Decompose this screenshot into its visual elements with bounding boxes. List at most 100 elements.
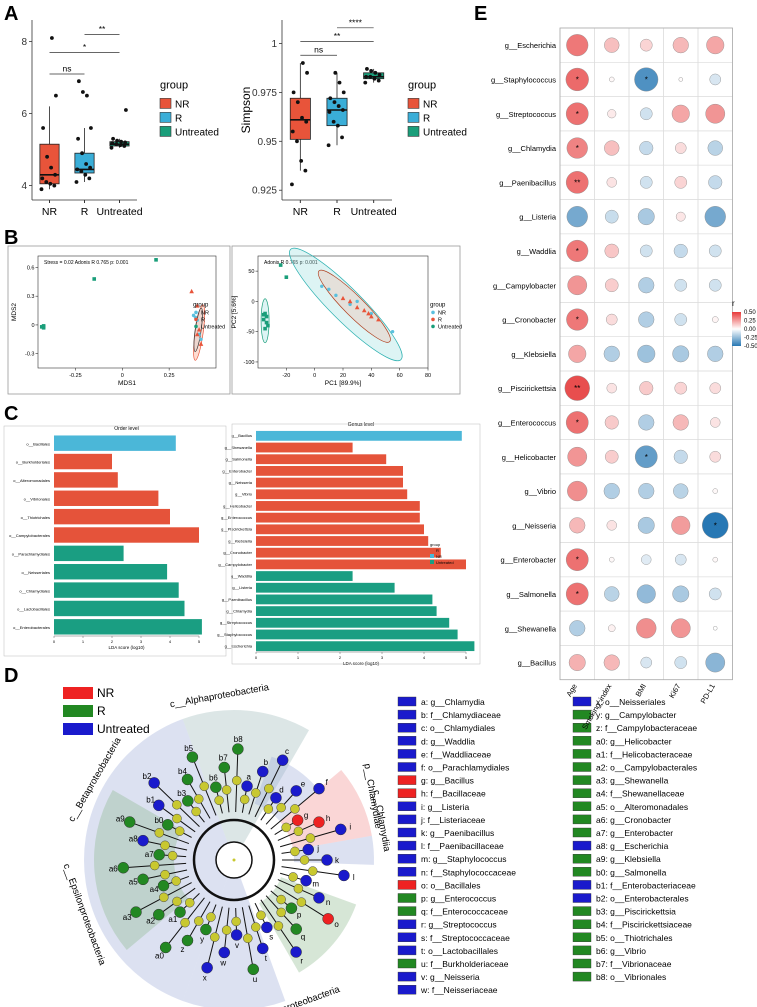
- corr-circle: [609, 76, 615, 83]
- taxon-label: b: f__Chlamydiaceae: [421, 710, 501, 720]
- data-point: [115, 138, 119, 143]
- y-tick-label: 0.6: [27, 265, 35, 271]
- tree-node: [290, 846, 300, 857]
- data-point: [340, 135, 344, 140]
- legend-marker-R: [194, 317, 198, 322]
- group-legend-swatch-R: [63, 705, 93, 717]
- taxon-swatch: [397, 827, 417, 838]
- lda-bar-label: g__Klebsiella: [228, 538, 253, 543]
- signif-star: *: [576, 316, 579, 325]
- tree-node-a5: [137, 873, 149, 886]
- corr-circle: [639, 244, 653, 258]
- corr-circle: [671, 515, 691, 535]
- taxon-label: f: o__Parachlamydiales: [421, 763, 509, 773]
- tree-node-j: [302, 843, 315, 856]
- x-axis-label: PC1 [89.9%]: [325, 380, 362, 387]
- data-point: [110, 141, 115, 146]
- tree-node-y: [200, 923, 212, 936]
- tree-node: [171, 876, 181, 886]
- x-tick-label: 5: [465, 655, 468, 660]
- branch-letter: b2: [143, 772, 152, 781]
- lda-bar-o__Alteromonadales: [54, 472, 118, 488]
- lda-bar-label: g__Streptococcus: [220, 620, 252, 625]
- y-axis-label: Shannon: [0, 86, 3, 134]
- tree-node: [206, 912, 216, 922]
- y-tick-label: -0.3: [25, 352, 34, 358]
- tree-node: [194, 794, 204, 804]
- taxon-label: n: f__Staphylococcaceae: [421, 867, 516, 877]
- y-tick-label: 1: [271, 39, 277, 50]
- tree-node: [159, 892, 169, 903]
- signif-star: *: [645, 75, 648, 84]
- lda-bar-label: g__Shewanella: [225, 445, 253, 450]
- data-point: [290, 129, 295, 134]
- tree-node-r: [290, 946, 302, 958]
- corr-circle: [705, 103, 726, 124]
- tree-node-b0: [162, 819, 174, 831]
- data-point: [333, 70, 338, 75]
- data-point: [340, 108, 345, 112]
- lda-bar-label: o__Lactobacillales: [17, 607, 50, 612]
- branch-letter: b0: [154, 816, 163, 825]
- data-point: [41, 126, 45, 130]
- tree-node-k: [321, 854, 333, 866]
- taxon-label: x: o__Neisseriales: [596, 697, 665, 707]
- legend-marker-Untreated: [194, 324, 198, 329]
- legend-marker-R: [431, 317, 435, 322]
- tree-node: [296, 897, 307, 907]
- tree-node-s: [261, 921, 273, 934]
- taxon-label: a: g__Chlamydia: [421, 697, 485, 707]
- row-label: g__Vibrio: [524, 487, 556, 496]
- taxon-label: v: g__Neisseria: [421, 972, 480, 982]
- lda-bar-label: g__Listeria: [232, 585, 252, 590]
- lda-bar-label: g__Cronobacter: [223, 550, 252, 555]
- tree-node: [232, 775, 242, 786]
- corr-circle: [604, 37, 620, 53]
- x-tick-label: 4: [423, 655, 426, 660]
- lda-bar-g__Neisseria: [256, 477, 403, 488]
- lda-bar-g__Enterobacter: [256, 465, 403, 476]
- tree-node: [281, 822, 291, 833]
- y-tick-label: 0: [251, 299, 254, 305]
- corr-circle: [709, 451, 721, 463]
- legend-label: R: [201, 317, 205, 323]
- data-point: [295, 139, 299, 144]
- heatmap-frame: [559, 27, 733, 681]
- legend-label: Untreated: [436, 560, 454, 565]
- lda-bar-g__Salmonella: [256, 454, 387, 465]
- branch-letter: b4: [178, 767, 187, 776]
- legend-label: NR: [175, 99, 189, 110]
- taxon-swatch: [572, 709, 592, 720]
- corr-circle: [675, 211, 686, 222]
- data-point: [300, 115, 304, 120]
- data-point: [341, 90, 346, 95]
- data-point: [54, 93, 58, 98]
- branch-letter: f: [326, 778, 329, 787]
- signif-label: *: [83, 42, 87, 52]
- branch-letter: x: [203, 973, 207, 982]
- lda-bar-label: o__Alteromonadales: [13, 478, 50, 483]
- corr-circle: [565, 582, 589, 606]
- lda-bar-g__Vibrio: [256, 489, 408, 500]
- branch-letter: a6: [109, 864, 118, 873]
- taxon-label: a0: g__Helicobacter: [596, 736, 672, 746]
- legend-swatch-Untreated: [407, 126, 420, 137]
- data-point: [118, 143, 123, 148]
- taxon-label: c: o__Chlamydiales: [421, 723, 495, 733]
- signif-star: **: [574, 384, 580, 393]
- taxon-label: k: g__Paenibacillus: [421, 828, 494, 838]
- lda-bar-o__Parachlamydiales: [54, 545, 124, 562]
- corr-circle: [672, 345, 690, 363]
- branch-letter: n: [326, 898, 330, 907]
- point-R: [194, 331, 200, 337]
- branch-letter: b7: [219, 754, 228, 763]
- corr-circle: [704, 206, 726, 228]
- panel-c-order-lda: Order level o__Bacillales o__Burkholderial…: [3, 425, 227, 657]
- tree-node-u: [247, 963, 260, 976]
- tree-node: [172, 800, 182, 810]
- x-tick-label: 40: [368, 373, 374, 379]
- branch-letter: b6: [209, 774, 218, 783]
